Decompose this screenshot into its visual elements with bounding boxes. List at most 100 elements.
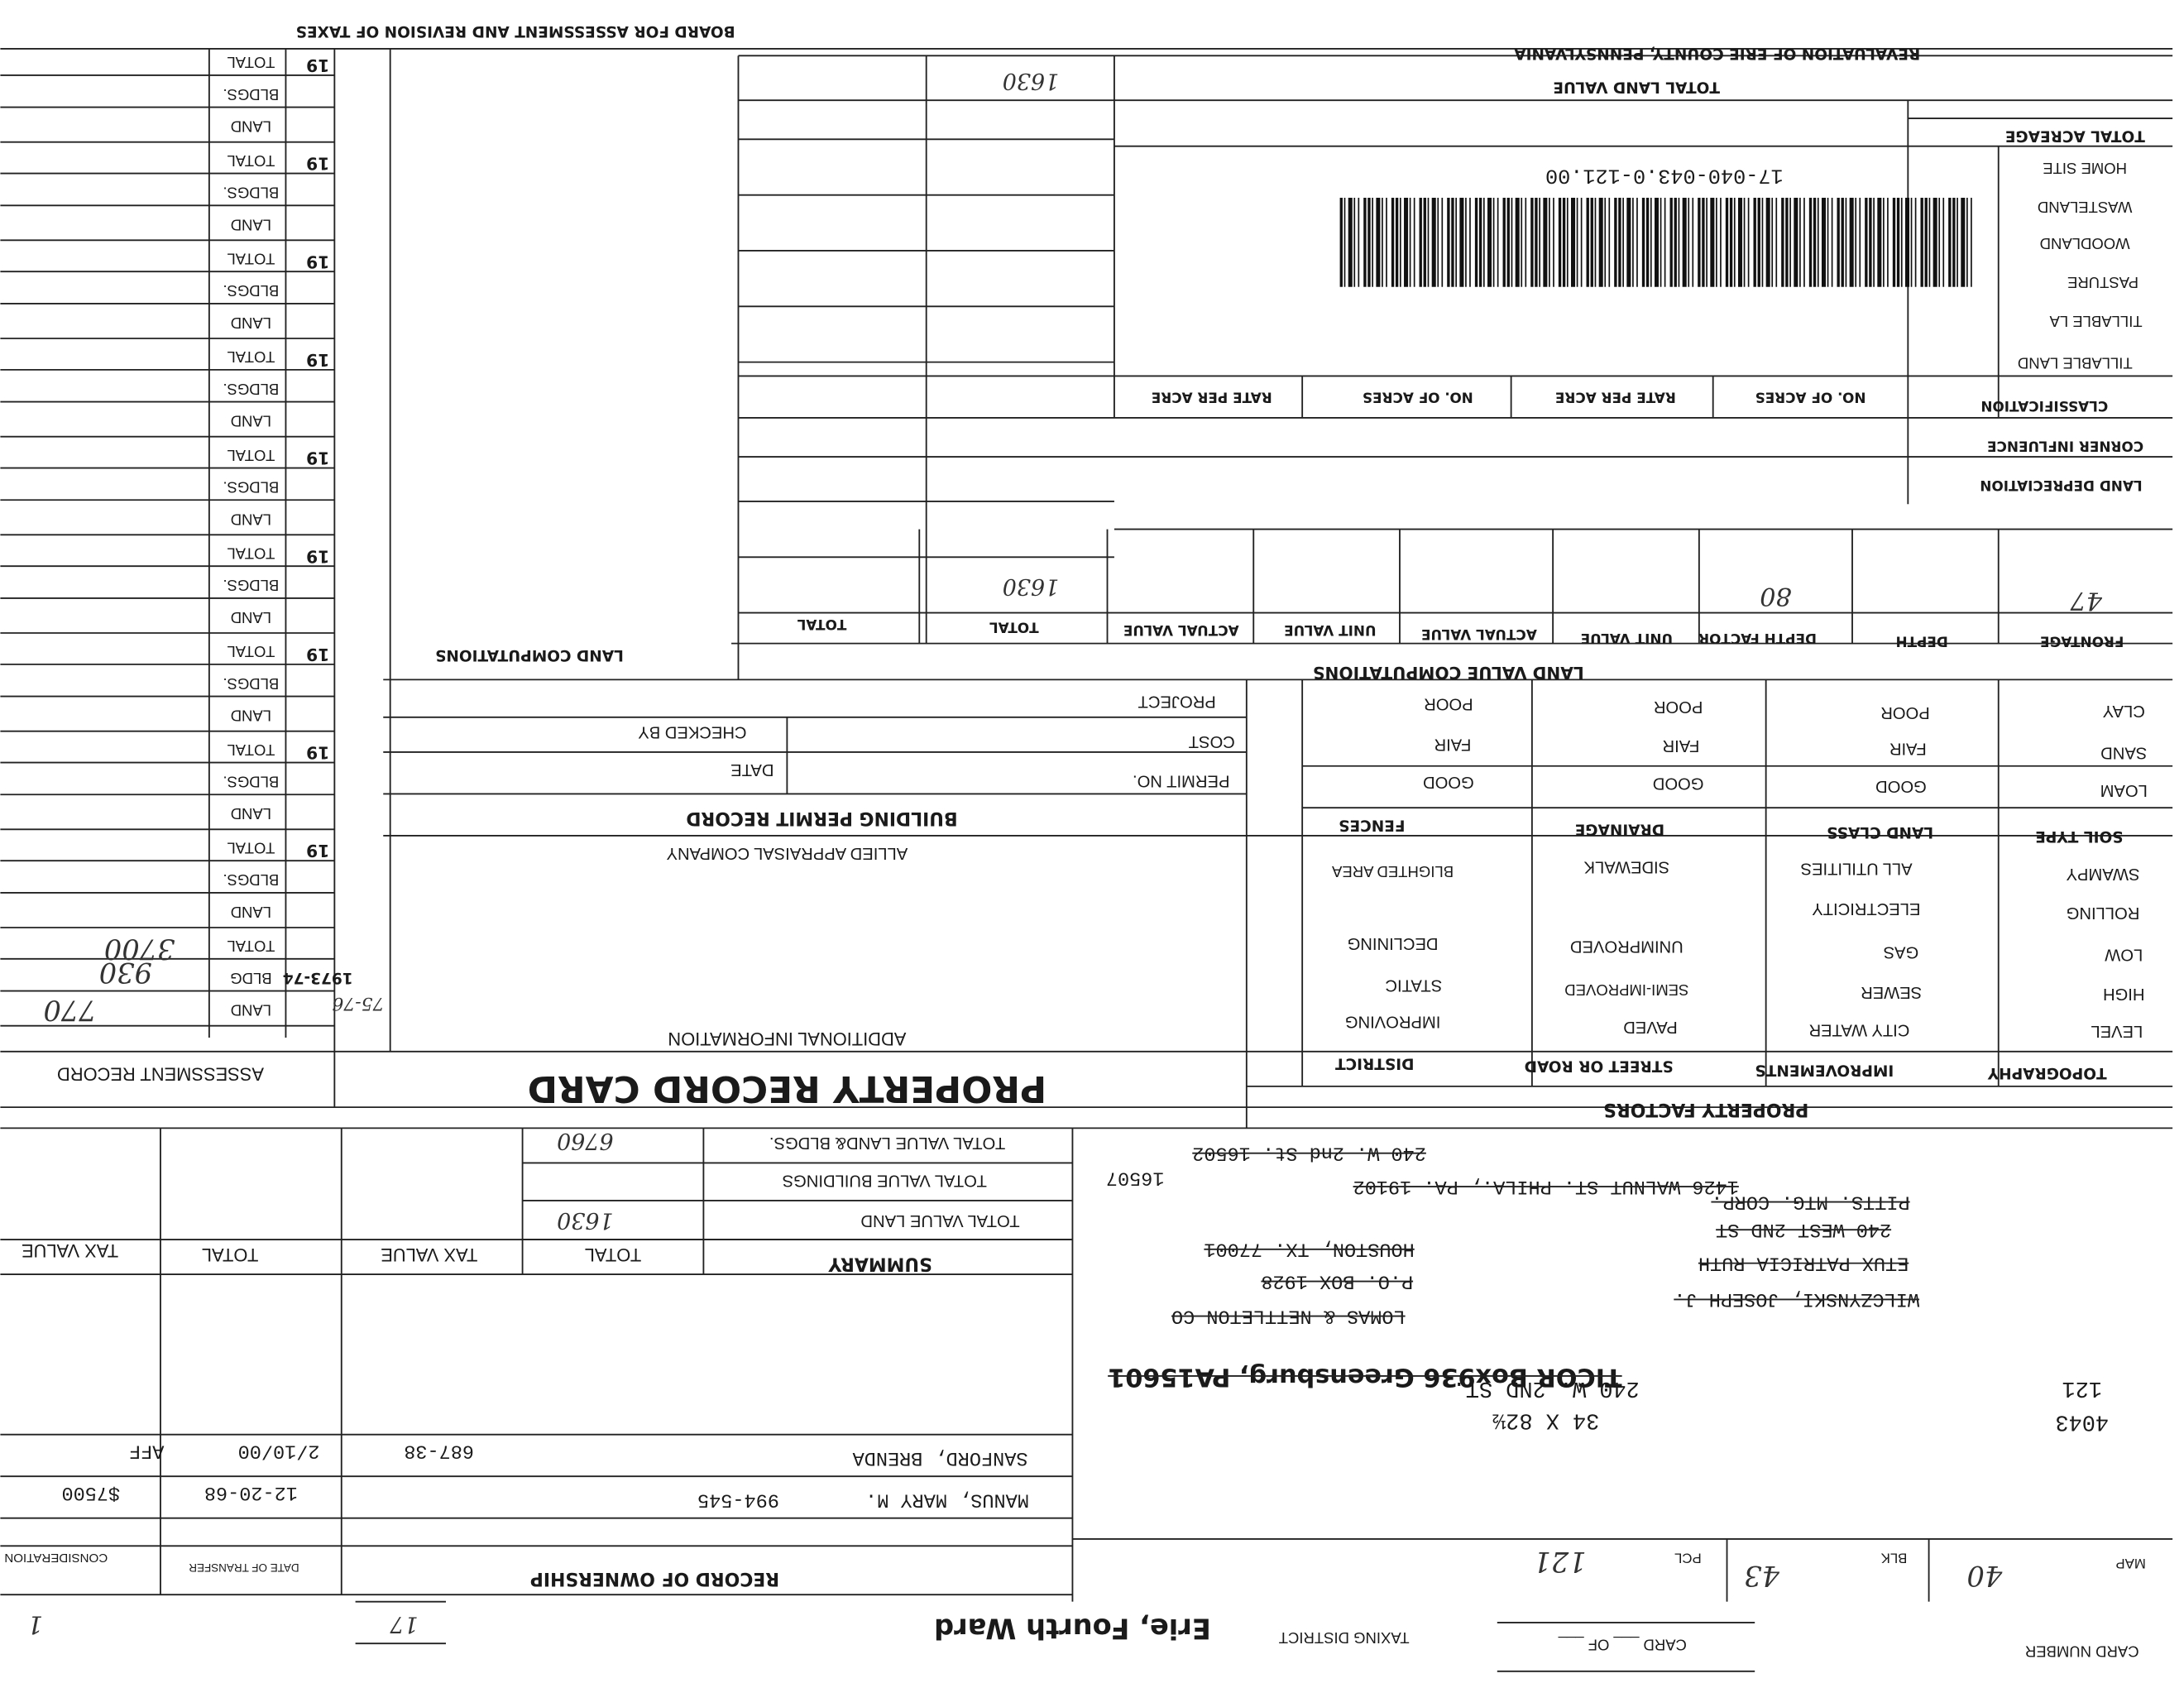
barcode-bar [1497, 198, 1499, 287]
assessment-title: ASSESSMENT RECORD [57, 1063, 264, 1084]
summary-headers: TOTAL [202, 1244, 258, 1265]
assessment-rows-bldgs: BLDGS. [223, 479, 279, 496]
barcode-bar [1849, 198, 1854, 287]
land-rows: TOTAL ACREAGE [2005, 127, 2145, 144]
summary-headers: TAX VALUE [381, 1244, 477, 1265]
address-parcel-no: 121 [2062, 1375, 2101, 1400]
barcode-bar [1530, 198, 1534, 287]
land-value-columns: DEPTH FACTOR [1698, 631, 1817, 647]
card-pcl-label: PCL [1674, 1550, 1702, 1566]
additional-info: ADDITIONAL INFORMATION [668, 1029, 906, 1049]
summary-rows: TOTAL VALUE BUILDINGS [783, 1171, 987, 1189]
property-factors-improvements: SEWER [1861, 983, 1922, 1001]
barcode-bar [1404, 198, 1409, 287]
barcode-bar [1710, 198, 1715, 287]
summary-headers: TAX VALUE [22, 1240, 118, 1261]
land-parcel-id: 17-040-043.0-121.00 [1545, 163, 1784, 187]
barcode-bar [1353, 198, 1356, 287]
land-value-columns: TOTAL [797, 616, 846, 633]
assessment-rows-land: LAND [231, 216, 271, 233]
card-code: 17 [390, 1611, 419, 1637]
land-value-columns: ACTUAL VALUE [1421, 626, 1537, 643]
property-factors-district: STATIC [1385, 976, 1442, 995]
barcode-bar [1348, 198, 1353, 287]
barcode-bar [1942, 198, 1945, 287]
property-factors-improvements: CITY WATER [1808, 1021, 1909, 1039]
barcode-bar [1626, 198, 1631, 287]
barcode-bar [1781, 198, 1784, 287]
assessment-rows-year: 19 [306, 743, 329, 763]
ownership-rows: 12-20-68 [204, 1481, 298, 1503]
assessment-rows-land: LAND [231, 805, 271, 822]
barcode-bar [1841, 198, 1844, 287]
barcode-bar [1757, 198, 1760, 287]
assessment-rows-land: LAND [231, 511, 271, 528]
property-factors-headers: TOPOGRAPHY [1987, 1064, 2106, 1081]
land-value-columns: UNIT VALUE [1581, 631, 1674, 647]
barcode-bar [1827, 198, 1829, 287]
land-value-columns: ACTUAL VALUE [1123, 622, 1239, 639]
barcode-bar [1817, 198, 1819, 287]
soil-drainage: POOR [1654, 698, 1703, 716]
barcode-bar [1924, 198, 1928, 287]
card-map: 40 [1966, 1560, 2003, 1592]
soil-fences: POOR [1424, 695, 1473, 713]
property-factors-title: PROPERTY FACTORS [1603, 1099, 1808, 1120]
barcode-bar [1761, 198, 1764, 287]
header-title: REVALUATION OF ERIE COUNTY, PENNSYLVANIA [1514, 45, 1921, 62]
barcode-bar [1590, 198, 1593, 287]
land-value-columns: DEPTH [1895, 633, 1947, 650]
land-value-side-title: LAND COMPUTATIONS [435, 646, 624, 664]
barcode-bar [1747, 198, 1750, 287]
assessment-entry-bldgs: 930 [99, 957, 152, 989]
barcode-bar [1382, 198, 1383, 287]
barcode-bar [1682, 198, 1687, 287]
assessment-rows-year: 19 [306, 448, 329, 468]
assessment-rows-year: 19 [306, 252, 329, 271]
assessment-rows-total: TOTAL [227, 447, 275, 464]
assessment-rows-bldgs: BLDGS. [223, 282, 279, 300]
barcode-bar [1566, 198, 1569, 287]
assessment-rows-year: 19 [306, 841, 329, 861]
barcode-bar [1831, 198, 1833, 287]
barcode-bar [1543, 198, 1548, 287]
property-factors-headers: STREET OR ROAD [1525, 1057, 1674, 1075]
ownership-rows: AFF [129, 1440, 164, 1462]
assessment-rows-total: TOTAL [227, 54, 275, 71]
ownership-date-header: DATE OF TRANSFER [189, 1561, 299, 1574]
barcode-bar [1733, 198, 1736, 287]
barcode-bar [1451, 198, 1454, 287]
land-rows: CLASSIFICATION [1980, 398, 2108, 415]
permit-cost: COST [1189, 732, 1235, 750]
assessment-entry-period: 75-76 [332, 993, 384, 1014]
assessment-rows-bldgs: BLDGS. [223, 185, 279, 202]
land-value-columns: TOTAL [989, 619, 1039, 635]
barcode-bar [1892, 198, 1896, 287]
assessment-rows-total: TOTAL [227, 348, 275, 366]
property-factors-street: PAVED [1623, 1018, 1677, 1036]
barcode-bar [1339, 198, 1343, 287]
soil-land-class: POOR [1880, 703, 1929, 722]
barcode-bar [1386, 198, 1387, 287]
card-taxing-district: TAXING DISTRICT [1279, 1629, 1410, 1647]
card-blk-label: BLK [1880, 1550, 1908, 1566]
soil-fences: GOOD [1423, 773, 1474, 791]
barcode-bar [1737, 198, 1743, 287]
barcode-bar [1952, 198, 1956, 287]
barcode-bar [1702, 198, 1705, 287]
barcode-bar [1363, 198, 1367, 287]
barcode-bar [1660, 198, 1662, 287]
barcode-bar [1525, 198, 1527, 287]
card-map-label: MAP [2115, 1556, 2145, 1571]
barcode-bar [1641, 198, 1645, 287]
land-value-entries: 47 [2070, 586, 2103, 615]
barcode-bar [1632, 198, 1634, 287]
barcode-bar [1427, 198, 1430, 287]
property-factors-district: BLIGHTED AREA [1331, 863, 1454, 880]
permit-date: DATE [730, 760, 774, 779]
barcode-bar [1618, 198, 1621, 287]
property-factors-street: SIDEWALK [1583, 858, 1669, 876]
property-factors-topography: HIGH [2103, 985, 2144, 1003]
barcode-bar [1492, 198, 1495, 287]
land-columns: NO. OF ACRES [1363, 390, 1473, 406]
